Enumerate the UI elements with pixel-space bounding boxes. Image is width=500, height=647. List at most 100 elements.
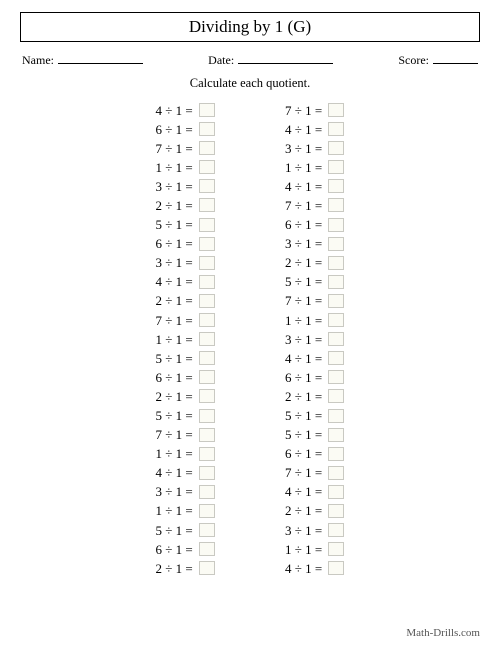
- answer-box[interactable]: [328, 447, 344, 461]
- answer-box[interactable]: [328, 313, 344, 327]
- answer-box[interactable]: [199, 198, 215, 212]
- answer-box[interactable]: [328, 332, 344, 346]
- name-label: Name:: [22, 53, 54, 68]
- problem-row: 3 ÷ 1 =: [156, 179, 215, 193]
- answer-box[interactable]: [199, 351, 215, 365]
- problem-row: 2 ÷ 1 =: [285, 256, 344, 270]
- answer-box[interactable]: [328, 561, 344, 575]
- problem-row: 5 ÷ 1 =: [285, 275, 344, 289]
- expression: 5 ÷ 1 =: [156, 352, 196, 365]
- answer-box[interactable]: [328, 218, 344, 232]
- problem-columns: 4 ÷ 1 = 6 ÷ 1 = 7 ÷ 1 = 1 ÷ 1 = 3 ÷ 1 = …: [20, 103, 480, 575]
- problem-row: 7 ÷ 1 =: [285, 294, 344, 308]
- expression: 7 ÷ 1 =: [156, 428, 196, 441]
- answer-box[interactable]: [328, 179, 344, 193]
- answer-box[interactable]: [199, 294, 215, 308]
- problem-row: 7 ÷ 1 =: [156, 428, 215, 442]
- answer-box[interactable]: [199, 485, 215, 499]
- expression: 3 ÷ 1 =: [156, 256, 196, 269]
- expression: 4 ÷ 1 =: [285, 562, 325, 575]
- score-blank[interactable]: [433, 52, 478, 64]
- answer-box[interactable]: [199, 504, 215, 518]
- answer-box[interactable]: [328, 294, 344, 308]
- answer-box[interactable]: [199, 275, 215, 289]
- expression: 7 ÷ 1 =: [285, 294, 325, 307]
- expression: 6 ÷ 1 =: [285, 371, 325, 384]
- expression: 6 ÷ 1 =: [156, 371, 196, 384]
- answer-box[interactable]: [199, 561, 215, 575]
- problem-row: 1 ÷ 1 =: [285, 160, 344, 174]
- expression: 5 ÷ 1 =: [156, 409, 196, 422]
- answer-box[interactable]: [328, 466, 344, 480]
- answer-box[interactable]: [328, 256, 344, 270]
- answer-box[interactable]: [199, 313, 215, 327]
- problem-row: 2 ÷ 1 =: [285, 504, 344, 518]
- title-box: Dividing by 1 (G): [20, 12, 480, 42]
- expression: 3 ÷ 1 =: [285, 524, 325, 537]
- answer-box[interactable]: [199, 122, 215, 136]
- answer-box[interactable]: [328, 504, 344, 518]
- expression: 4 ÷ 1 =: [285, 180, 325, 193]
- answer-box[interactable]: [199, 389, 215, 403]
- answer-box[interactable]: [199, 160, 215, 174]
- answer-box[interactable]: [199, 179, 215, 193]
- problem-row: 3 ÷ 1 =: [285, 523, 344, 537]
- answer-box[interactable]: [328, 409, 344, 423]
- column-right: 7 ÷ 1 = 4 ÷ 1 = 3 ÷ 1 = 1 ÷ 1 = 4 ÷ 1 = …: [285, 103, 344, 575]
- problem-row: 6 ÷ 1 =: [156, 237, 215, 251]
- answer-box[interactable]: [328, 523, 344, 537]
- problem-row: 5 ÷ 1 =: [156, 218, 215, 232]
- problem-row: 4 ÷ 1 =: [156, 466, 215, 480]
- answer-box[interactable]: [199, 447, 215, 461]
- answer-box[interactable]: [199, 466, 215, 480]
- date-blank[interactable]: [238, 52, 333, 64]
- expression: 6 ÷ 1 =: [156, 123, 196, 136]
- expression: 4 ÷ 1 =: [285, 485, 325, 498]
- expression: 5 ÷ 1 =: [285, 409, 325, 422]
- problem-row: 2 ÷ 1 =: [156, 389, 215, 403]
- answer-box[interactable]: [328, 122, 344, 136]
- problem-row: 4 ÷ 1 =: [156, 103, 215, 117]
- answer-box[interactable]: [199, 218, 215, 232]
- answer-box[interactable]: [328, 542, 344, 556]
- expression: 3 ÷ 1 =: [285, 142, 325, 155]
- answer-box[interactable]: [199, 103, 215, 117]
- problem-row: 7 ÷ 1 =: [285, 466, 344, 480]
- answer-box[interactable]: [199, 370, 215, 384]
- problem-row: 5 ÷ 1 =: [285, 409, 344, 423]
- answer-box[interactable]: [328, 389, 344, 403]
- answer-box[interactable]: [328, 103, 344, 117]
- answer-box[interactable]: [328, 428, 344, 442]
- answer-box[interactable]: [328, 237, 344, 251]
- answer-box[interactable]: [328, 351, 344, 365]
- answer-box[interactable]: [328, 198, 344, 212]
- answer-box[interactable]: [199, 332, 215, 346]
- problem-row: 1 ÷ 1 =: [285, 313, 344, 327]
- problem-row: 7 ÷ 1 =: [285, 103, 344, 117]
- answer-box[interactable]: [328, 141, 344, 155]
- name-blank[interactable]: [58, 52, 143, 64]
- problem-row: 5 ÷ 1 =: [156, 409, 215, 423]
- problem-row: 7 ÷ 1 =: [156, 141, 215, 155]
- answer-box[interactable]: [328, 275, 344, 289]
- answer-box[interactable]: [199, 542, 215, 556]
- problem-row: 3 ÷ 1 =: [285, 141, 344, 155]
- answer-box[interactable]: [199, 256, 215, 270]
- answer-box[interactable]: [328, 485, 344, 499]
- answer-box[interactable]: [199, 523, 215, 537]
- answer-box[interactable]: [328, 370, 344, 384]
- expression: 7 ÷ 1 =: [285, 104, 325, 117]
- expression: 6 ÷ 1 =: [156, 543, 196, 556]
- problem-row: 1 ÷ 1 =: [156, 332, 215, 346]
- expression: 4 ÷ 1 =: [156, 466, 196, 479]
- problem-row: 6 ÷ 1 =: [156, 542, 215, 556]
- answer-box[interactable]: [328, 160, 344, 174]
- answer-box[interactable]: [199, 428, 215, 442]
- expression: 5 ÷ 1 =: [156, 218, 196, 231]
- answer-box[interactable]: [199, 141, 215, 155]
- expression: 1 ÷ 1 =: [156, 161, 196, 174]
- answer-box[interactable]: [199, 409, 215, 423]
- problem-row: 4 ÷ 1 =: [285, 351, 344, 365]
- answer-box[interactable]: [199, 237, 215, 251]
- problem-row: 6 ÷ 1 =: [156, 370, 215, 384]
